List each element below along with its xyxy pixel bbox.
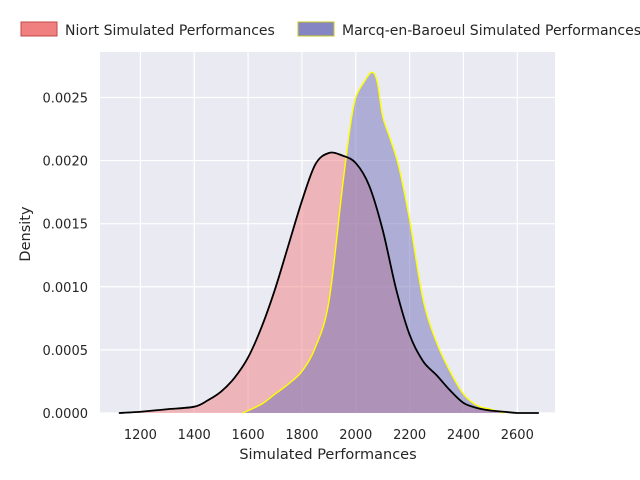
legend-swatch-0 bbox=[20, 21, 58, 37]
density-line-series-0 bbox=[118, 151, 539, 414]
y-tick-label-0: 0.0000 bbox=[43, 407, 89, 422]
legend: Niort Simulated Performances Marcq-en-Bar… bbox=[20, 21, 640, 39]
y-tick-labels: 0.0000 0.0005 0.0010 0.0015 0.0020 0.0025 bbox=[43, 91, 89, 422]
x-tick-label-1: 1400 bbox=[178, 428, 211, 443]
x-tick-label-0: 1200 bbox=[124, 428, 157, 443]
y-tick-label-2: 0.0010 bbox=[43, 281, 89, 296]
x-tick-label-3: 1800 bbox=[285, 428, 318, 443]
x-tick-label-7: 2600 bbox=[501, 428, 534, 443]
y-axis-label: Density bbox=[18, 206, 34, 262]
legend-label-0: Niort Simulated Performances bbox=[65, 23, 275, 39]
density-fill-series-0 bbox=[118, 152, 539, 413]
x-tick-label-4: 2000 bbox=[339, 428, 372, 443]
x-tick-labels: 1200 1400 1600 1800 2000 2200 2400 2600 bbox=[124, 428, 534, 443]
legend-swatch-1 bbox=[297, 21, 335, 37]
x-tick-label-2: 1600 bbox=[232, 428, 265, 443]
density-line-series-1 bbox=[242, 71, 505, 414]
density-areas bbox=[118, 71, 539, 414]
x-tick-label-5: 2200 bbox=[393, 428, 426, 443]
y-tick-label-5: 0.0025 bbox=[43, 91, 89, 106]
x-tick-label-6: 2400 bbox=[447, 428, 480, 443]
density-fill-series-1 bbox=[242, 72, 504, 413]
y-tick-label-1: 0.0005 bbox=[43, 344, 89, 359]
x-axis-label: Simulated Performances bbox=[239, 447, 416, 463]
y-tick-label-3: 0.0015 bbox=[43, 218, 89, 233]
y-tick-label-4: 0.0020 bbox=[43, 155, 89, 170]
legend-label-1: Marcq-en-Baroeul Simulated Performances bbox=[342, 23, 640, 39]
